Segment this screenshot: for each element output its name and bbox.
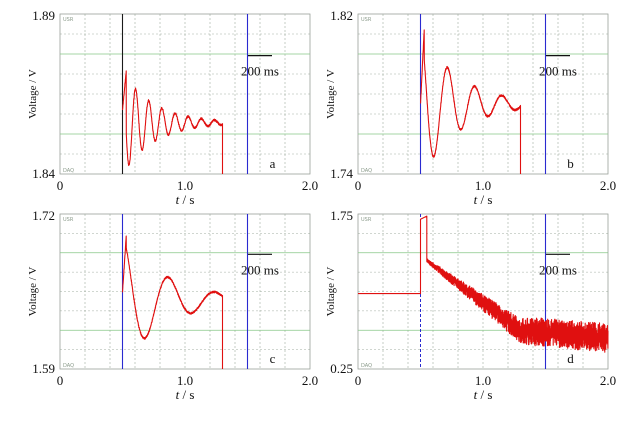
y-axis-label: Voltage / V bbox=[27, 69, 39, 119]
signal-trace bbox=[121, 70, 224, 174]
y-tick-label-top: 1.75 bbox=[330, 208, 353, 223]
x-axis-label-unit: / s bbox=[477, 192, 492, 207]
y-tick-label-bottom: 1.74 bbox=[330, 166, 353, 181]
x-axis-label-unit: / s bbox=[477, 387, 492, 402]
y-tick-label-top: 1.89 bbox=[32, 8, 55, 23]
x-tick-label: 2.0 bbox=[302, 178, 318, 193]
x-axis-label-variable: t bbox=[474, 192, 478, 207]
y-axis-label: Voltage / V bbox=[27, 267, 39, 317]
x-tick-label: 2.0 bbox=[302, 373, 318, 388]
x-axis-label-variable: t bbox=[474, 387, 478, 402]
x-tick-label: 2.0 bbox=[600, 178, 616, 193]
scale-bar-label: 200 ms bbox=[539, 64, 577, 79]
scope-marker-usr: USR bbox=[361, 17, 372, 23]
x-tick-label: 1.0 bbox=[475, 178, 491, 193]
panel-label: c bbox=[270, 351, 276, 366]
signal-trace bbox=[419, 29, 522, 174]
panel-label: a bbox=[270, 156, 276, 171]
y-axis-label: Voltage / V bbox=[325, 69, 337, 119]
chart-panel-d: USR DAQ 200 ms d 1.75 0.250 1.0 2.0 t / s Voltage… bbox=[325, 208, 616, 402]
scale-bar-label: 200 ms bbox=[241, 64, 279, 79]
scope-marker-dao: DAQ bbox=[63, 363, 74, 369]
y-tick-label-bottom: 0.25 bbox=[330, 361, 353, 376]
x-axis-label-variable: t bbox=[176, 192, 180, 207]
chart-panel-c: USR DAQ 200 ms c 1.72 1.590 1.0 2.0 t / s Voltage… bbox=[27, 208, 318, 402]
x-axis-label: t / s bbox=[474, 192, 493, 207]
x-tick-label: 1.0 bbox=[475, 373, 491, 388]
x-tick-label: 0 bbox=[57, 373, 64, 388]
x-axis-label: t / s bbox=[176, 387, 195, 402]
y-tick-label-bottom: 1.59 bbox=[32, 361, 55, 376]
grid-lines bbox=[60, 14, 310, 174]
scope-marker-usr: USR bbox=[361, 217, 372, 223]
grid-lines bbox=[60, 214, 310, 369]
chart-panel-a: USR DAQ 200 ms a 1.89 1.840 1.0 2.0 t / s Voltage… bbox=[27, 8, 318, 207]
x-axis-label: t / s bbox=[474, 387, 493, 402]
x-tick-label: 1.0 bbox=[177, 373, 193, 388]
x-tick-label: 1.0 bbox=[177, 178, 193, 193]
grid-lines bbox=[358, 214, 608, 369]
scope-marker-dao: DAQ bbox=[361, 168, 372, 174]
x-axis-label: t / s bbox=[176, 192, 195, 207]
y-axis-label: Voltage / V bbox=[325, 267, 337, 317]
scope-marker-dao: DAQ bbox=[63, 168, 74, 174]
y-tick-label-top: 1.82 bbox=[330, 8, 353, 23]
panel-label: d bbox=[567, 351, 574, 366]
y-tick-label-bottom: 1.84 bbox=[32, 166, 55, 181]
x-tick-label: 0 bbox=[57, 178, 64, 193]
x-tick-label: 2.0 bbox=[600, 373, 616, 388]
panel-label: b bbox=[567, 156, 574, 171]
signal-trace bbox=[121, 235, 224, 369]
scope-marker-dao: DAQ bbox=[361, 363, 372, 369]
scale-bar-label: 200 ms bbox=[539, 262, 577, 277]
x-axis-label-unit: / s bbox=[179, 387, 194, 402]
scope-marker-usr: USR bbox=[63, 17, 74, 23]
grid-lines bbox=[358, 14, 608, 174]
x-axis-label-unit: / s bbox=[179, 192, 194, 207]
y-tick-label-top: 1.72 bbox=[32, 208, 55, 223]
scope-marker-usr: USR bbox=[63, 217, 74, 223]
chart-panel-b: USR DAQ 200 ms b 1.82 1.740 1.0 2.0 t / s Voltage… bbox=[325, 8, 616, 207]
signal-trace bbox=[358, 215, 609, 353]
x-axis-label-variable: t bbox=[176, 387, 180, 402]
scale-bar-label: 200 ms bbox=[241, 262, 279, 277]
x-tick-label: 0 bbox=[355, 373, 362, 388]
x-tick-label: 0 bbox=[355, 178, 362, 193]
